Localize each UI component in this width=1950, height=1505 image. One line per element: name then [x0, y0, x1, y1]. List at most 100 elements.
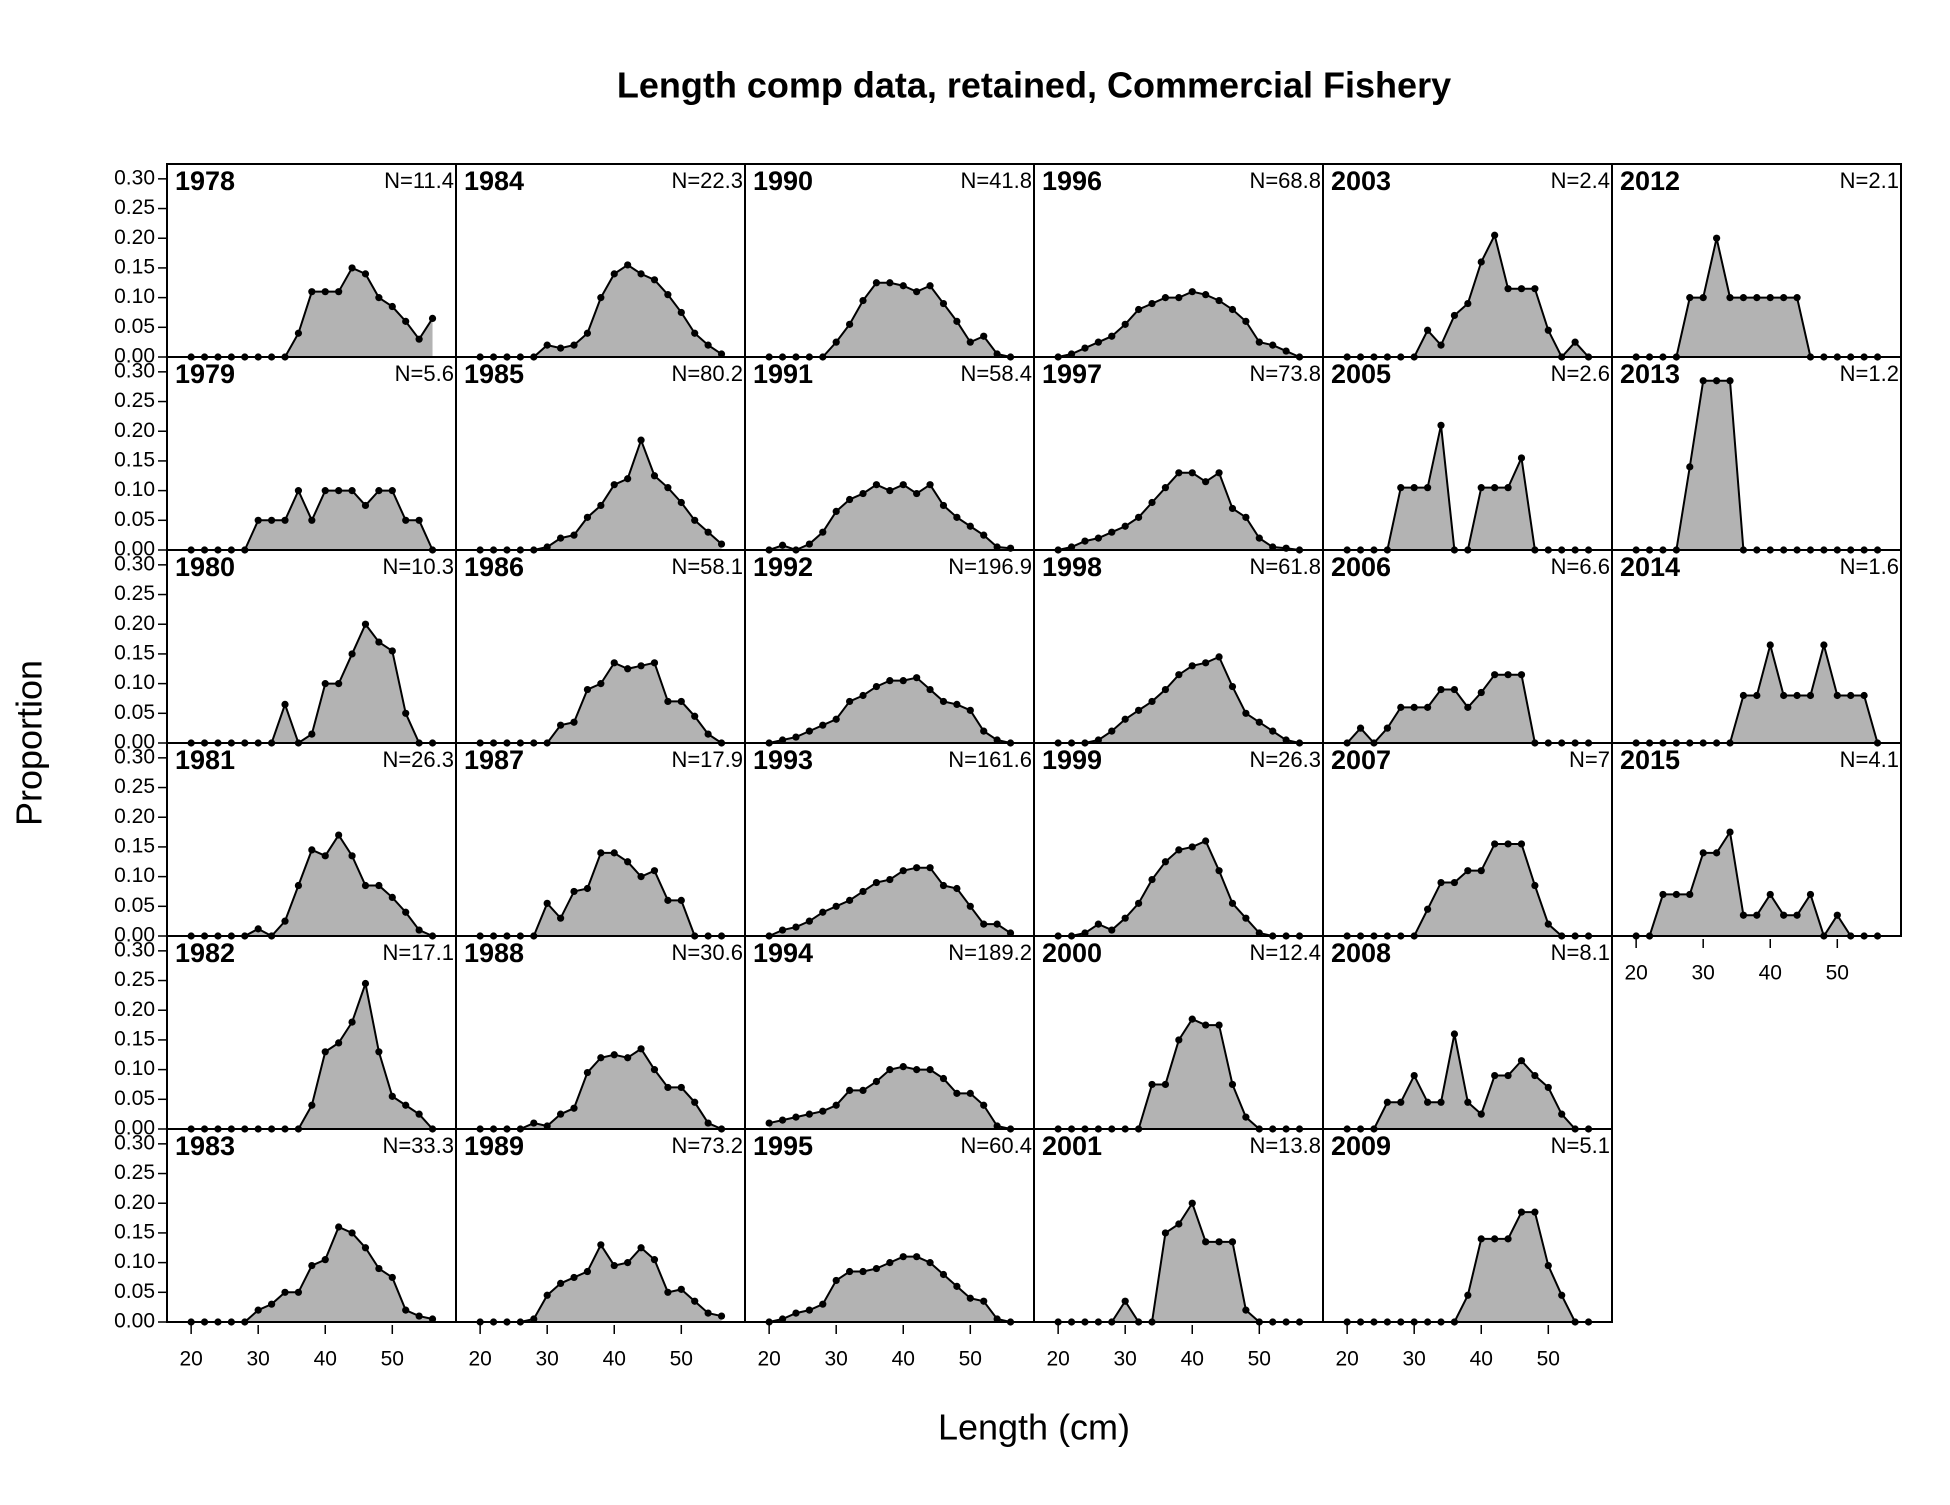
- point: [1517, 1057, 1526, 1065]
- point: [859, 691, 867, 700]
- point: [1699, 377, 1707, 385]
- point: [1202, 659, 1210, 667]
- y-tick-label: 0.25: [114, 775, 155, 798]
- point: [361, 620, 370, 628]
- chart-title: Length comp data, retained, Commercial F…: [617, 65, 1451, 106]
- point: [1504, 840, 1512, 848]
- point: [570, 1273, 578, 1282]
- panel: 1990 N=41.8: [744, 163, 1035, 361]
- point: [805, 917, 813, 925]
- point: [361, 979, 370, 988]
- panel-n: N=68.8: [1249, 168, 1321, 193]
- point: [778, 736, 787, 744]
- point: [1531, 1071, 1539, 1080]
- point: [1121, 320, 1129, 328]
- area-fill: [480, 852, 722, 936]
- point: [939, 501, 948, 510]
- point: [415, 926, 423, 934]
- point: [859, 887, 867, 896]
- point: [335, 680, 343, 688]
- point: [1450, 1030, 1459, 1038]
- panel-n: N=2.6: [1551, 361, 1610, 386]
- point: [1504, 1235, 1512, 1243]
- point: [926, 481, 934, 489]
- point: [1410, 484, 1418, 492]
- point: [597, 501, 605, 510]
- point: [677, 896, 685, 904]
- panel: 1980 N=10.3 0.00 0.05 0.10 0.15 0.20 0.25 0.30: [114, 549, 457, 754]
- panel: 1997 N=73.8: [1033, 356, 1324, 554]
- point: [913, 489, 921, 498]
- point: [1517, 1208, 1526, 1216]
- point: [1202, 1021, 1210, 1029]
- point: [1067, 543, 1076, 551]
- point: [778, 926, 787, 934]
- panel-year: 1979: [175, 359, 235, 389]
- point: [966, 706, 974, 714]
- point: [1255, 929, 1263, 937]
- point: [1356, 724, 1365, 732]
- point: [664, 484, 672, 492]
- point: [610, 1051, 618, 1059]
- panel: 1989 N=73.2 20 30 40 50: [455, 1128, 746, 1371]
- x-tick-label: 40: [1181, 1348, 1204, 1371]
- panel: 2012 N=2.1: [1611, 163, 1902, 361]
- panel: 2007 N=7: [1322, 742, 1613, 940]
- point: [428, 1315, 437, 1323]
- point: [543, 341, 551, 349]
- point: [650, 276, 659, 284]
- point: [335, 487, 343, 495]
- point: [913, 288, 921, 296]
- panel-n: N=73.8: [1249, 361, 1321, 386]
- point: [610, 270, 618, 278]
- x-tick-label: 50: [1826, 962, 1849, 985]
- point: [1255, 338, 1263, 346]
- point: [1491, 231, 1499, 239]
- panel-year: 2006: [1331, 552, 1391, 582]
- panel-year: 1998: [1042, 552, 1102, 582]
- panel-n: N=11.4: [384, 168, 454, 193]
- area-fill: [769, 677, 1011, 743]
- point: [1659, 890, 1667, 899]
- point: [1739, 691, 1748, 700]
- panel: 2003 N=2.4: [1322, 163, 1613, 361]
- point: [1397, 703, 1405, 711]
- area-fill: [769, 282, 1011, 357]
- point: [281, 516, 289, 524]
- point: [993, 543, 1001, 551]
- point: [557, 344, 565, 352]
- panel: 2001 N=13.8 20 30 40 50: [1033, 1128, 1324, 1371]
- point: [557, 1279, 565, 1287]
- area-fill: [1058, 472, 1300, 550]
- point: [650, 1256, 659, 1264]
- y-tick-label: 0.00: [114, 1117, 155, 1140]
- y-tick-label: 0.30: [114, 1131, 155, 1154]
- y-tick-label: 0.05: [114, 315, 155, 338]
- panel: 1993 N=161.6: [744, 742, 1035, 940]
- point: [1202, 291, 1210, 299]
- panel-n: N=41.8: [960, 168, 1032, 193]
- point: [1094, 534, 1102, 542]
- point: [361, 1244, 370, 1252]
- point: [268, 516, 276, 524]
- y-tick-label: 0.15: [114, 641, 155, 664]
- point: [1504, 1071, 1512, 1080]
- point: [1188, 469, 1196, 477]
- point: [765, 1119, 773, 1127]
- point: [1121, 1297, 1129, 1305]
- point: [939, 1270, 948, 1279]
- panel-n: N=73.2: [671, 1133, 743, 1158]
- panel-n: N=58.1: [671, 554, 743, 579]
- x-tick-label: 20: [1624, 962, 1647, 985]
- point: [886, 1259, 894, 1267]
- panel-n: N=61.8: [1249, 554, 1321, 579]
- panel: 1985 N=80.2: [455, 356, 746, 554]
- point: [966, 1294, 974, 1302]
- point: [1780, 691, 1788, 700]
- point: [939, 881, 948, 890]
- point: [1558, 1291, 1566, 1299]
- point: [375, 881, 383, 890]
- point: [1437, 421, 1445, 429]
- y-tick-label: 0.25: [114, 582, 155, 605]
- panel-n: N=4.1: [1840, 747, 1899, 772]
